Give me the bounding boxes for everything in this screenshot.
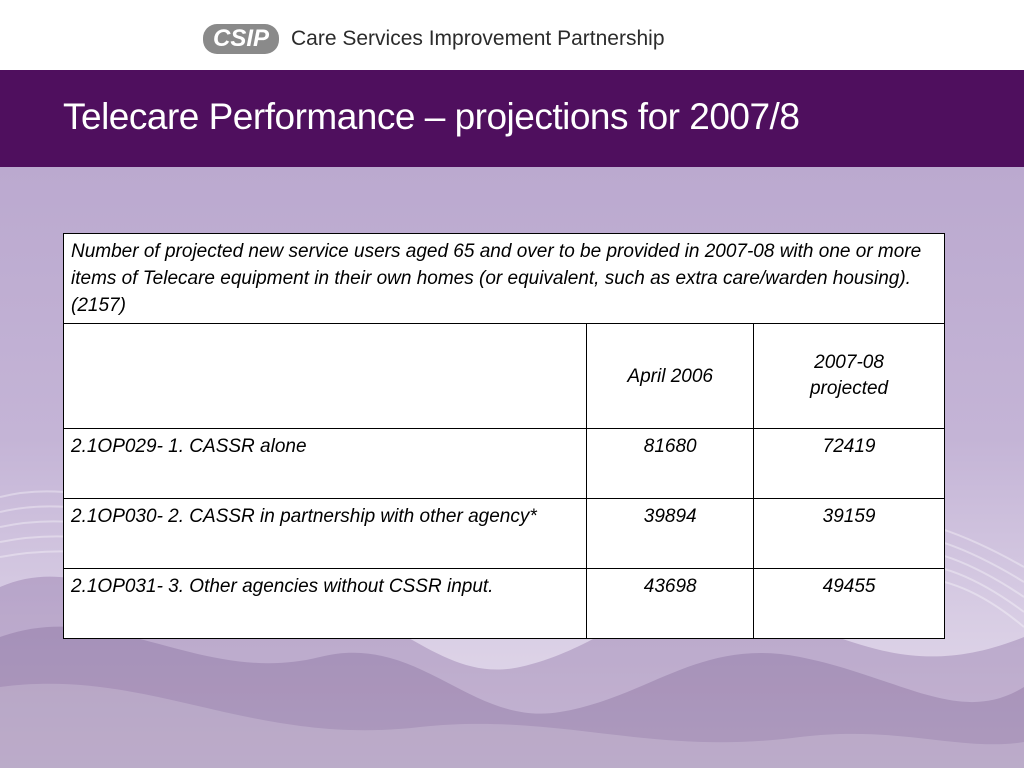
row-label: 2.1OP029- 1. CASSR alone (62, 428, 588, 499)
csip-logo: CSIP Care Services Improvement Partnersh… (203, 22, 665, 56)
table-caption: Number of projected new service users ag… (63, 233, 945, 324)
title-bar (0, 70, 1024, 167)
column-header-april-2006: April 2006 (586, 323, 755, 429)
row-2007-08-projected: 72419 (753, 428, 945, 499)
row-april-2006: 81680 (586, 428, 755, 499)
header: CSIP Care Services Improvement Partnersh… (0, 0, 1024, 70)
row-2007-08-projected: 49455 (753, 568, 945, 639)
logo-text: Care Services Improvement Partnership (291, 27, 665, 50)
row-april-2006: 43698 (586, 568, 755, 639)
column-header-label (62, 323, 588, 429)
row-2007-08-projected: 39159 (753, 498, 945, 569)
header-row: April 2006 2007-08 projected (62, 323, 945, 429)
row-label: 2.1OP031- 3. Other agencies without CSSR… (62, 568, 588, 639)
logo-badge: CSIP (203, 24, 280, 54)
table-row: 2.1OP029- 1. CASSR alone 81680 72419 (62, 428, 945, 499)
row-april-2006: 39894 (586, 498, 755, 569)
row-label: 2.1OP030- 2. CASSR in partnership with o… (62, 498, 588, 569)
caption-row: Number of projected new service users ag… (63, 233, 945, 324)
column-header-2007-08-projected-text: 2007-08 projected (809, 352, 889, 399)
telecare-table: Number of projected new service users ag… (62, 233, 945, 639)
table-row: 2.1OP030- 2. CASSR in partnership with o… (62, 498, 945, 569)
column-header-2007-08-projected: 2007-08 projected (753, 323, 945, 429)
slide-title: Telecare Performance – projections for 2… (63, 96, 800, 137)
table-row: 2.1OP031- 3. Other agencies without CSSR… (62, 568, 945, 639)
